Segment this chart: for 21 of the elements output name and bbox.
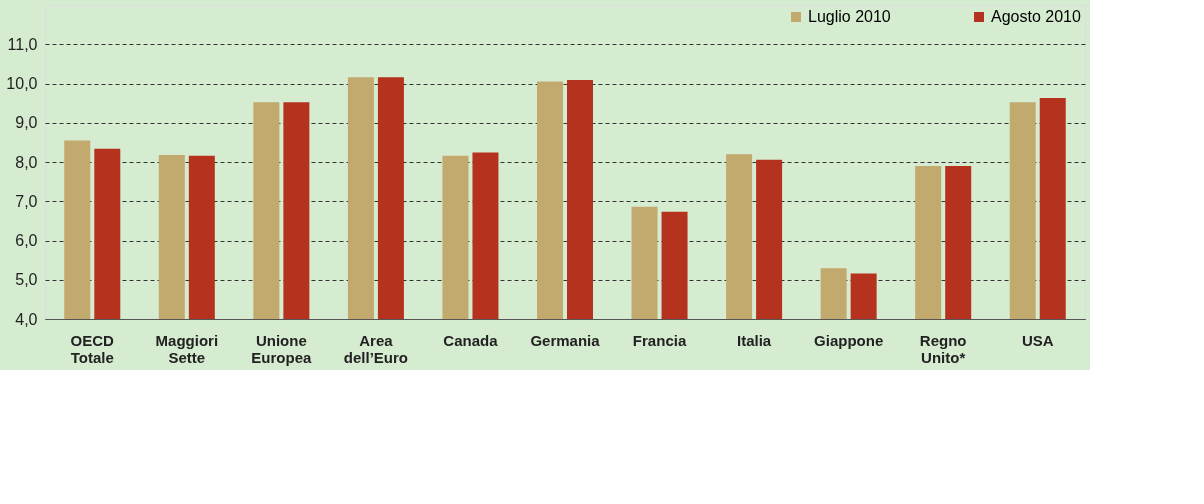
legend-label: Agosto 2010 — [991, 8, 1081, 25]
x-tick-label: OECD Totale — [70, 331, 115, 366]
y-tick-label: 6,0 — [15, 232, 38, 249]
x-tick-label: Unione Europea — [251, 331, 313, 366]
y-tick-label: 8,0 — [15, 153, 38, 171]
x-tick-label: Giappone — [814, 331, 884, 349]
y-tick-label: 5,0 — [15, 271, 38, 289]
x-tick-label: Maggiori Sette — [155, 331, 219, 366]
x-tick-label: USA — [1021, 331, 1054, 349]
y-tick-label: 4,0 — [15, 310, 38, 328]
x-tick-label: Italia — [737, 331, 772, 349]
y-tick-label: 11,0 — [7, 35, 38, 53]
x-tick-label: Germania — [530, 331, 601, 349]
x-tick-label: Francia — [632, 331, 687, 349]
y-tick-label: 10,0 — [6, 75, 38, 92]
legend-label: Luglio 2010 — [808, 8, 891, 25]
x-tick-label: Canada — [443, 331, 499, 349]
y-tick-label: 9,0 — [15, 114, 38, 132]
y-tick-label: 7,0 — [15, 192, 38, 210]
x-tick-label: Area dell’Euro — [343, 331, 408, 366]
x-tick-label: Regno Unito* — [919, 331, 967, 366]
